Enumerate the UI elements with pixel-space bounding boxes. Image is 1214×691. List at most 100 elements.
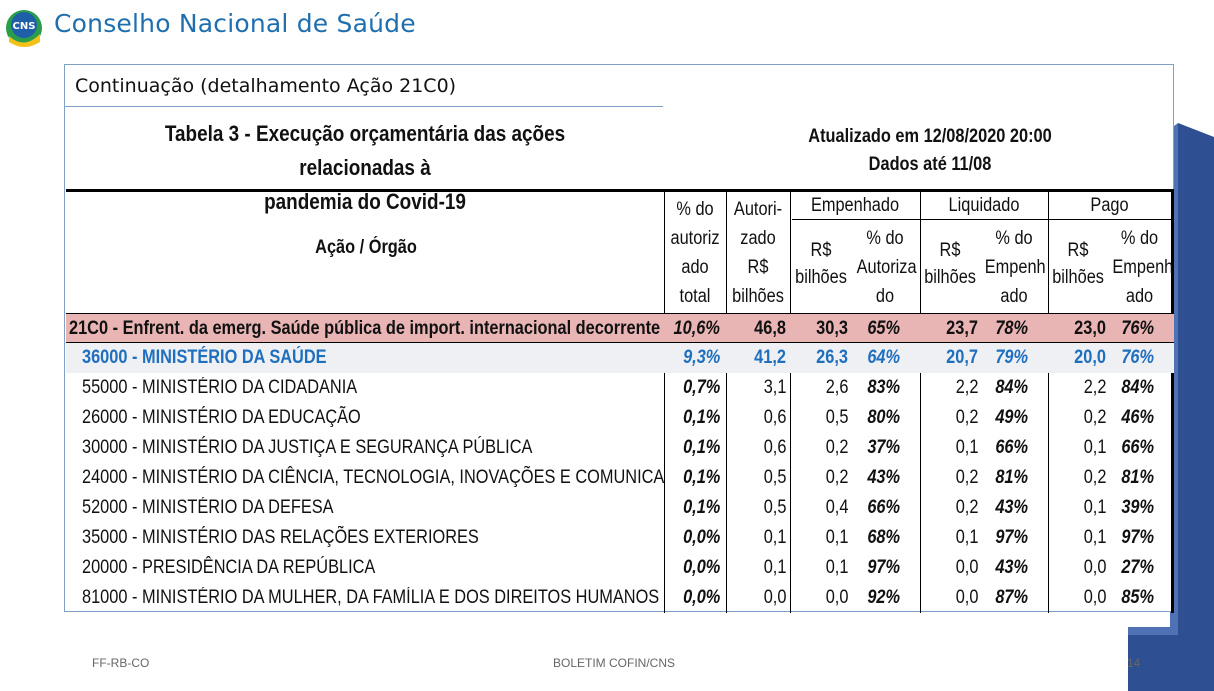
col-header-pago: Pago (1090, 195, 1129, 216)
subheader-liq-pct: % do Empenh ado (984, 228, 1046, 307)
cell-empenhado: 0,0 (825, 587, 848, 608)
cell-autorizado: 0,6 (763, 437, 786, 458)
cell-pct-liq: 81% (995, 467, 1028, 488)
cell-pct-liq: 87% (995, 587, 1028, 608)
cell-liquidado: 20,7 (946, 347, 978, 368)
cell-pago: 0,1 (1083, 527, 1106, 548)
cell-liquidado: 0,1 (955, 527, 978, 548)
cell-pct-emp: 37% (867, 437, 900, 458)
cell-pct-pago: 66% (1121, 437, 1154, 458)
cell-pct-emp: 68% (867, 527, 900, 548)
cell-pct-liq: 97% (995, 527, 1028, 548)
cell-pago: 0,1 (1083, 497, 1106, 518)
cell-autorizado: 0,5 (763, 497, 786, 518)
logo-text: CNS (13, 21, 36, 32)
cell-pct-total: 0,0% (682, 527, 720, 548)
subheader-emp-rs: R$ bilhões (795, 240, 847, 288)
row-name: 20000 - PRESIDÊNCIA DA REPÚBLICA (82, 557, 376, 578)
table-row-total: 21C0 - Enfrent. da emerg. Saúde pública … (66, 313, 1174, 343)
cell-pct-emp: 64% (867, 347, 900, 368)
table-title-line1: Tabela 3 - Execução orçamentária das açõ… (164, 121, 566, 180)
cell-empenhado: 26,3 (816, 347, 848, 368)
cell-autorizado: 0,1 (763, 557, 786, 578)
cell-empenhado: 0,1 (825, 527, 848, 548)
cell-pct-pago: 76% (1121, 347, 1154, 368)
table-row: 26000 - MINISTÉRIO DA EDUCAÇÃO 0,1% 0,6 0,5… (66, 403, 1174, 433)
cell-empenhado: 0,2 (825, 437, 848, 458)
heading-divider (65, 106, 663, 107)
cell-autorizado: 3,1 (763, 377, 786, 398)
cell-pct-pago: 76% (1121, 318, 1154, 339)
cell-pago: 2,2 (1083, 377, 1106, 398)
cell-pct-pago: 46% (1121, 407, 1154, 428)
budget-table: Ação / Órgão % do autoriz ado total Autori-… (66, 189, 1174, 613)
cell-liquidado: 0,0 (955, 587, 978, 608)
col-header-empenhado: Empenhado (810, 195, 900, 216)
cell-empenhado: 0,1 (825, 557, 848, 578)
cell-pct-pago: 81% (1121, 467, 1154, 488)
row-name: 52000 - MINISTÉRIO DA DEFESA (82, 497, 334, 518)
cell-pct-total: 10,6% (673, 318, 720, 339)
cell-pago: 0,2 (1083, 407, 1106, 428)
cell-pct-emp: 97% (867, 557, 900, 578)
table-title: Tabela 3 - Execução orçamentária das açõ… (110, 117, 619, 219)
update-info: Atualizado em 12/08/2020 20:00 Dados até… (771, 123, 1089, 179)
cell-liquidado: 23,7 (946, 318, 978, 339)
cell-pct-liq: 78% (995, 318, 1028, 339)
cell-pct-liq: 43% (995, 497, 1028, 518)
col-header-acao: Ação / Órgão (315, 237, 417, 258)
cell-pct-liq: 49% (995, 407, 1028, 428)
organization-title: Conselho Nacional de Saúde (54, 9, 416, 38)
cell-pago: 0,0 (1083, 557, 1106, 578)
cell-autorizado: 46,8 (754, 318, 786, 339)
col-header-autorizado: Autori-zado R$ bilhões (732, 199, 784, 307)
cell-pct-emp: 80% (867, 407, 900, 428)
cns-logo: CNS (6, 10, 42, 47)
cell-pct-liq: 84% (995, 377, 1028, 398)
table-row: 35000 - MINISTÉRIO DAS RELAÇÕES EXTERIOR… (66, 523, 1174, 553)
cell-pct-pago: 97% (1121, 527, 1154, 548)
cell-empenhado: 0,5 (825, 407, 848, 428)
subheader-liq-rs: R$ bilhões (924, 240, 976, 288)
footer-left: FF-RB-CO (92, 656, 150, 670)
footer-center: BOLETIM COFIN/CNS (553, 656, 676, 670)
cell-pago: 20,0 (1074, 347, 1106, 368)
subheader-emp-pct: % do Autoriza do (856, 228, 917, 307)
cell-pct-pago: 85% (1121, 587, 1154, 608)
cell-empenhado: 2,6 (825, 377, 848, 398)
cell-empenhado: 30,3 (816, 318, 848, 339)
cell-autorizado: 0,1 (763, 527, 786, 548)
cell-pago: 0,1 (1083, 437, 1106, 458)
cell-liquidado: 0,2 (955, 467, 978, 488)
cell-pct-total: 0,1% (682, 407, 720, 428)
table-row: 30000 - MINISTÉRIO DA JUSTIÇA E SEGURANÇ… (66, 433, 1174, 463)
row-name: 26000 - MINISTÉRIO DA EDUCAÇÃO (82, 407, 361, 428)
cell-autorizado: 0,6 (763, 407, 786, 428)
cell-pct-liq: 43% (995, 557, 1028, 578)
cell-pago: 23,0 (1074, 318, 1106, 339)
cell-autorizado: 0,5 (763, 467, 786, 488)
row-name: 30000 - MINISTÉRIO DA JUSTIÇA E SEGURANÇ… (82, 437, 533, 458)
table-row: 20000 - PRESIDÊNCIA DA REPÚBLICA 0,0% 0,1 0… (66, 553, 1174, 583)
row-name: 36000 - MINISTÉRIO DA SAÚDE (82, 347, 327, 368)
continuation-heading: Continuação (detalhamento Ação 21C0) (75, 75, 457, 97)
cell-pct-total: 0,0% (682, 557, 720, 578)
table-row: 81000 - MINISTÉRIO DA MULHER, DA FAMÍLIA… (66, 583, 1174, 613)
cell-pct-pago: 39% (1121, 497, 1154, 518)
cell-pct-emp: 83% (867, 377, 900, 398)
cell-empenhado: 0,4 (825, 497, 848, 518)
cell-pct-emp: 66% (867, 497, 900, 518)
cell-pct-total: 0,1% (682, 467, 720, 488)
cell-pct-total: 9,3% (682, 347, 720, 368)
row-name: 35000 - MINISTÉRIO DAS RELAÇÕES EXTERIOR… (82, 527, 479, 548)
cell-pct-emp: 92% (867, 587, 900, 608)
row-name: 55000 - MINISTÉRIO DA CIDADANIA (82, 377, 358, 398)
table-row: 24000 - MINISTÉRIO DA CIÊNCIA, TECNOLOGI… (66, 463, 1174, 493)
cell-liquidado: 0,0 (955, 557, 978, 578)
cell-pct-emp: 43% (867, 467, 900, 488)
cell-pago: 0,0 (1083, 587, 1106, 608)
cell-empenhado: 0,2 (825, 467, 848, 488)
updated-timestamp: Atualizado em 12/08/2020 20:00 (808, 126, 1052, 147)
data-until-date: Dados até 11/08 (868, 154, 992, 175)
cell-pct-pago: 84% (1121, 377, 1154, 398)
